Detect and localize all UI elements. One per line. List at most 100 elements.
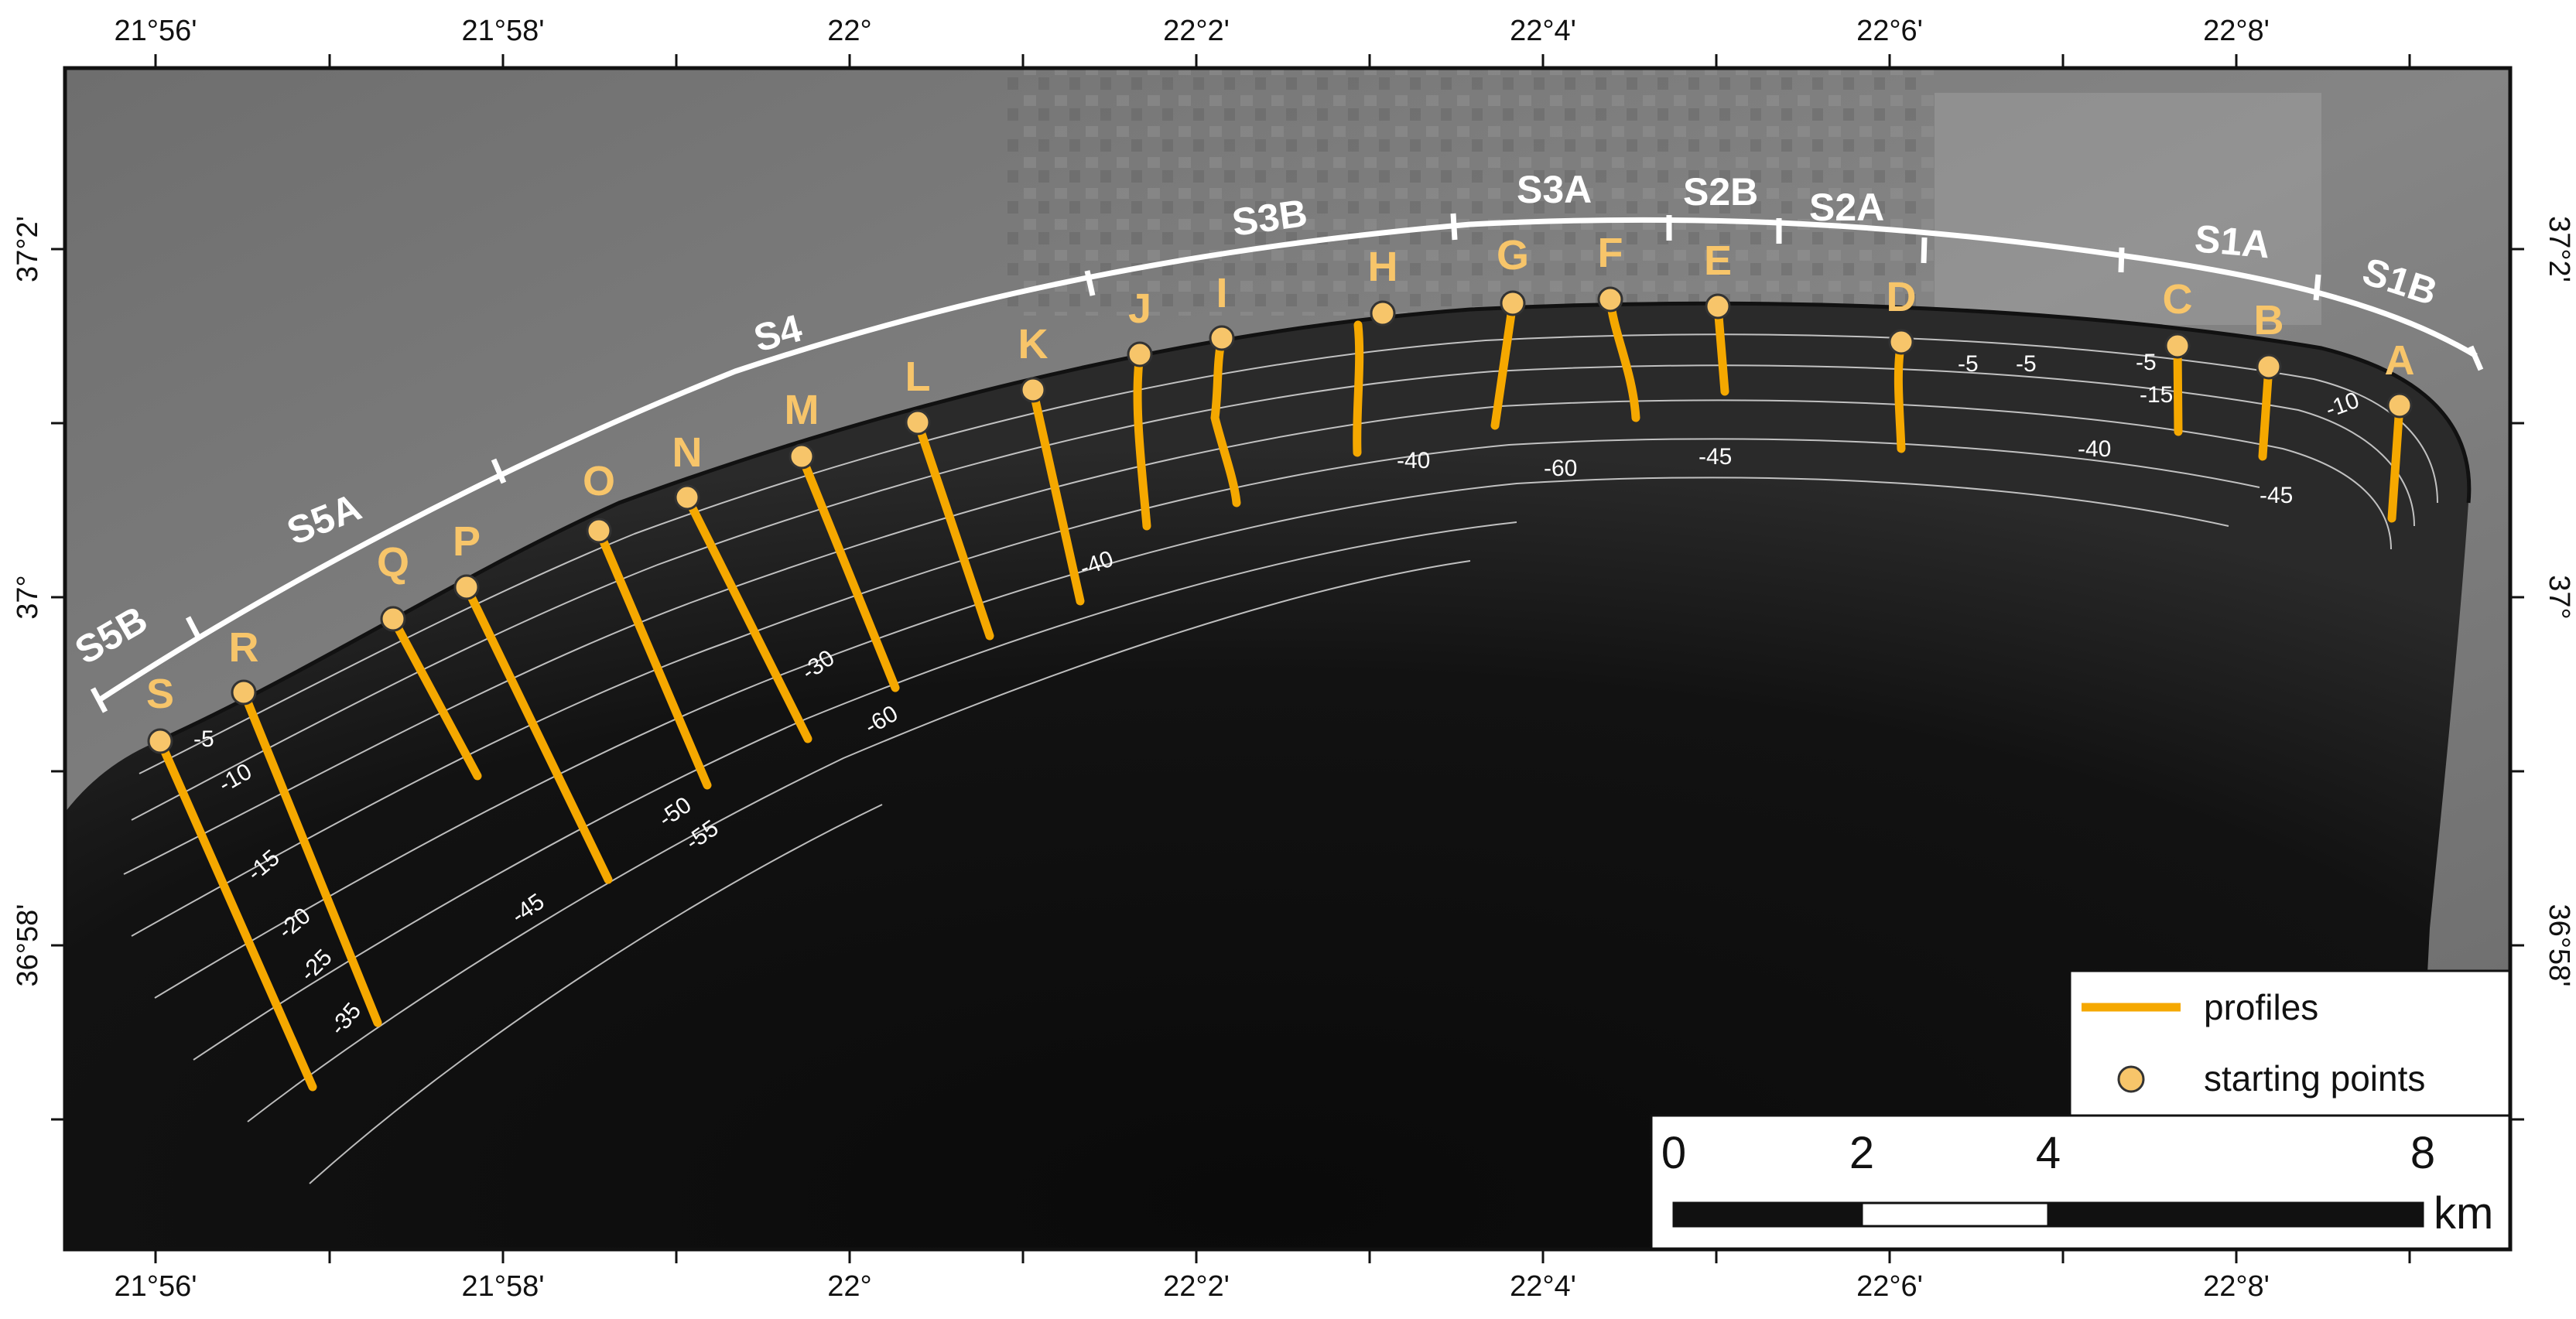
profile-line-d bbox=[1894, 337, 1906, 453]
start-point-b bbox=[2256, 354, 2282, 380]
scale-tick-0: 0 bbox=[1661, 1128, 1686, 1178]
start-point-c bbox=[2164, 333, 2191, 359]
longitude-label: 22°8' bbox=[2203, 15, 2270, 47]
coastal-segments bbox=[90, 213, 2484, 713]
bottom-longitude-labels: 21°56' 21°58' 22° 22°2' 22°4' 22°6' 22°8… bbox=[115, 1270, 2270, 1303]
profile-label-i: I bbox=[1216, 270, 1227, 316]
start-point-g bbox=[1500, 290, 1526, 316]
segment-tick bbox=[2118, 247, 2125, 273]
profile-line-a bbox=[2387, 401, 2404, 523]
profile-line-g bbox=[1490, 299, 1517, 430]
starting-points bbox=[147, 286, 2413, 754]
scale-segment-white bbox=[1860, 1201, 2050, 1228]
legend-start-point-swatch bbox=[2117, 1065, 2145, 1093]
profile-line-o bbox=[594, 526, 712, 790]
profile-line-m bbox=[797, 452, 900, 692]
left-latitude-labels: 37°2' 37° 36°58' bbox=[12, 216, 44, 986]
scale-bar: 0 2 4 8 km bbox=[1650, 1114, 2511, 1250]
start-point-h bbox=[1370, 300, 1396, 326]
start-point-d bbox=[1888, 329, 1914, 355]
segment-tick bbox=[1084, 270, 1096, 296]
legend-box bbox=[2068, 969, 2511, 1121]
longitude-label: 21°56' bbox=[115, 15, 197, 47]
start-point-p bbox=[453, 574, 480, 600]
profile-label-b: B bbox=[2254, 297, 2284, 343]
profile-line-l bbox=[913, 418, 994, 641]
legend-profiles-label: profiles bbox=[2204, 987, 2318, 1027]
scale-segment-black-long bbox=[2047, 1201, 2424, 1228]
segment-label-s2a: S2A bbox=[1809, 186, 1884, 229]
profile-label-c: C bbox=[2163, 276, 2193, 323]
segment-tick bbox=[2468, 345, 2484, 371]
segment-label-s3b: S3B bbox=[1230, 191, 1310, 244]
profile-label-h: H bbox=[1368, 244, 1398, 290]
scale-bar-box bbox=[1650, 1114, 2511, 1250]
profile-label-r: R bbox=[229, 624, 259, 671]
segment-tick bbox=[491, 458, 507, 484]
contour-label: -15 bbox=[2140, 382, 2173, 408]
segment-tick bbox=[185, 616, 203, 641]
contour-label: -40 bbox=[1397, 448, 1430, 473]
profile-label-f: F bbox=[1598, 230, 1623, 276]
latitude-label: 37° bbox=[12, 575, 44, 619]
start-point-l bbox=[905, 409, 931, 436]
longitude-label: 21°56' bbox=[115, 1270, 197, 1303]
segment-tick bbox=[1450, 213, 1458, 241]
profile-line-b bbox=[2258, 362, 2273, 461]
start-point-f bbox=[1597, 286, 1623, 313]
legend-starting-points-label: starting points bbox=[2204, 1058, 2425, 1099]
profile-label-m: M bbox=[785, 387, 819, 433]
longitude-label: 22°4' bbox=[1510, 15, 1576, 47]
segment-tick bbox=[90, 687, 108, 713]
contour-label: -5 bbox=[2016, 351, 2037, 377]
segment-tick bbox=[2313, 274, 2321, 301]
start-point-n bbox=[674, 484, 700, 511]
latitude-label: 36°58' bbox=[12, 904, 44, 987]
start-point-q bbox=[380, 606, 406, 632]
longitude-label: 22°6' bbox=[1856, 1270, 1923, 1303]
longitude-label: 21°58' bbox=[462, 15, 545, 47]
contour-label: -45 bbox=[2260, 483, 2293, 508]
profile-label-a: A bbox=[2385, 337, 2415, 384]
scale-tick-4: 4 bbox=[2036, 1128, 2061, 1178]
profile-line-p bbox=[462, 583, 613, 884]
longitude-label: 22°6' bbox=[1856, 15, 1923, 47]
sea-area bbox=[65, 303, 2469, 1249]
contour-label: -5 bbox=[1958, 351, 1979, 377]
profile-line-n bbox=[682, 493, 812, 743]
profile-label-k: K bbox=[1018, 321, 1049, 367]
profile-line-r bbox=[239, 688, 382, 1027]
profile-line-q bbox=[388, 614, 482, 781]
profile-line-i bbox=[1210, 333, 1241, 507]
right-latitude-labels: 37°2' 37° 36°58' bbox=[2543, 216, 2575, 986]
contour-label: -5 bbox=[193, 726, 214, 752]
start-point-k bbox=[1020, 377, 1046, 403]
profile-line-h bbox=[1353, 320, 1364, 457]
start-point-s bbox=[147, 728, 173, 754]
longitude-label: 22°2' bbox=[1163, 15, 1230, 47]
start-point-e bbox=[1705, 293, 1731, 319]
start-point-r bbox=[231, 679, 257, 706]
segment-label-s2b: S2B bbox=[1683, 170, 1758, 214]
profile-line-c bbox=[2173, 341, 2183, 436]
start-point-m bbox=[789, 443, 815, 470]
profile-line-e bbox=[1713, 302, 1729, 396]
profile-labels: S R Q P O N M L K J I H G F E D C B A bbox=[146, 230, 2415, 717]
scale-tick-8: 8 bbox=[2410, 1128, 2435, 1178]
start-point-o bbox=[586, 518, 612, 544]
start-point-i bbox=[1209, 325, 1235, 351]
profile-label-s: S bbox=[146, 671, 174, 717]
scale-tick-2: 2 bbox=[1849, 1128, 1874, 1178]
profile-label-o: O bbox=[583, 458, 615, 504]
profile-label-e: E bbox=[1704, 237, 1732, 284]
profile-line-s bbox=[156, 736, 317, 1092]
top-longitude-labels: 21°56' 21°58' 22° 22°2' 22°4' 22°6' 22°8… bbox=[115, 15, 2270, 47]
latitude-label: 36°58' bbox=[2543, 904, 2575, 987]
contour-label: -40 bbox=[2078, 436, 2111, 462]
profile-label-p: P bbox=[453, 518, 481, 565]
start-point-j bbox=[1127, 341, 1153, 367]
urban-area bbox=[1006, 68, 1935, 316]
profile-label-q: Q bbox=[377, 539, 409, 586]
profile-label-n: N bbox=[672, 429, 703, 476]
